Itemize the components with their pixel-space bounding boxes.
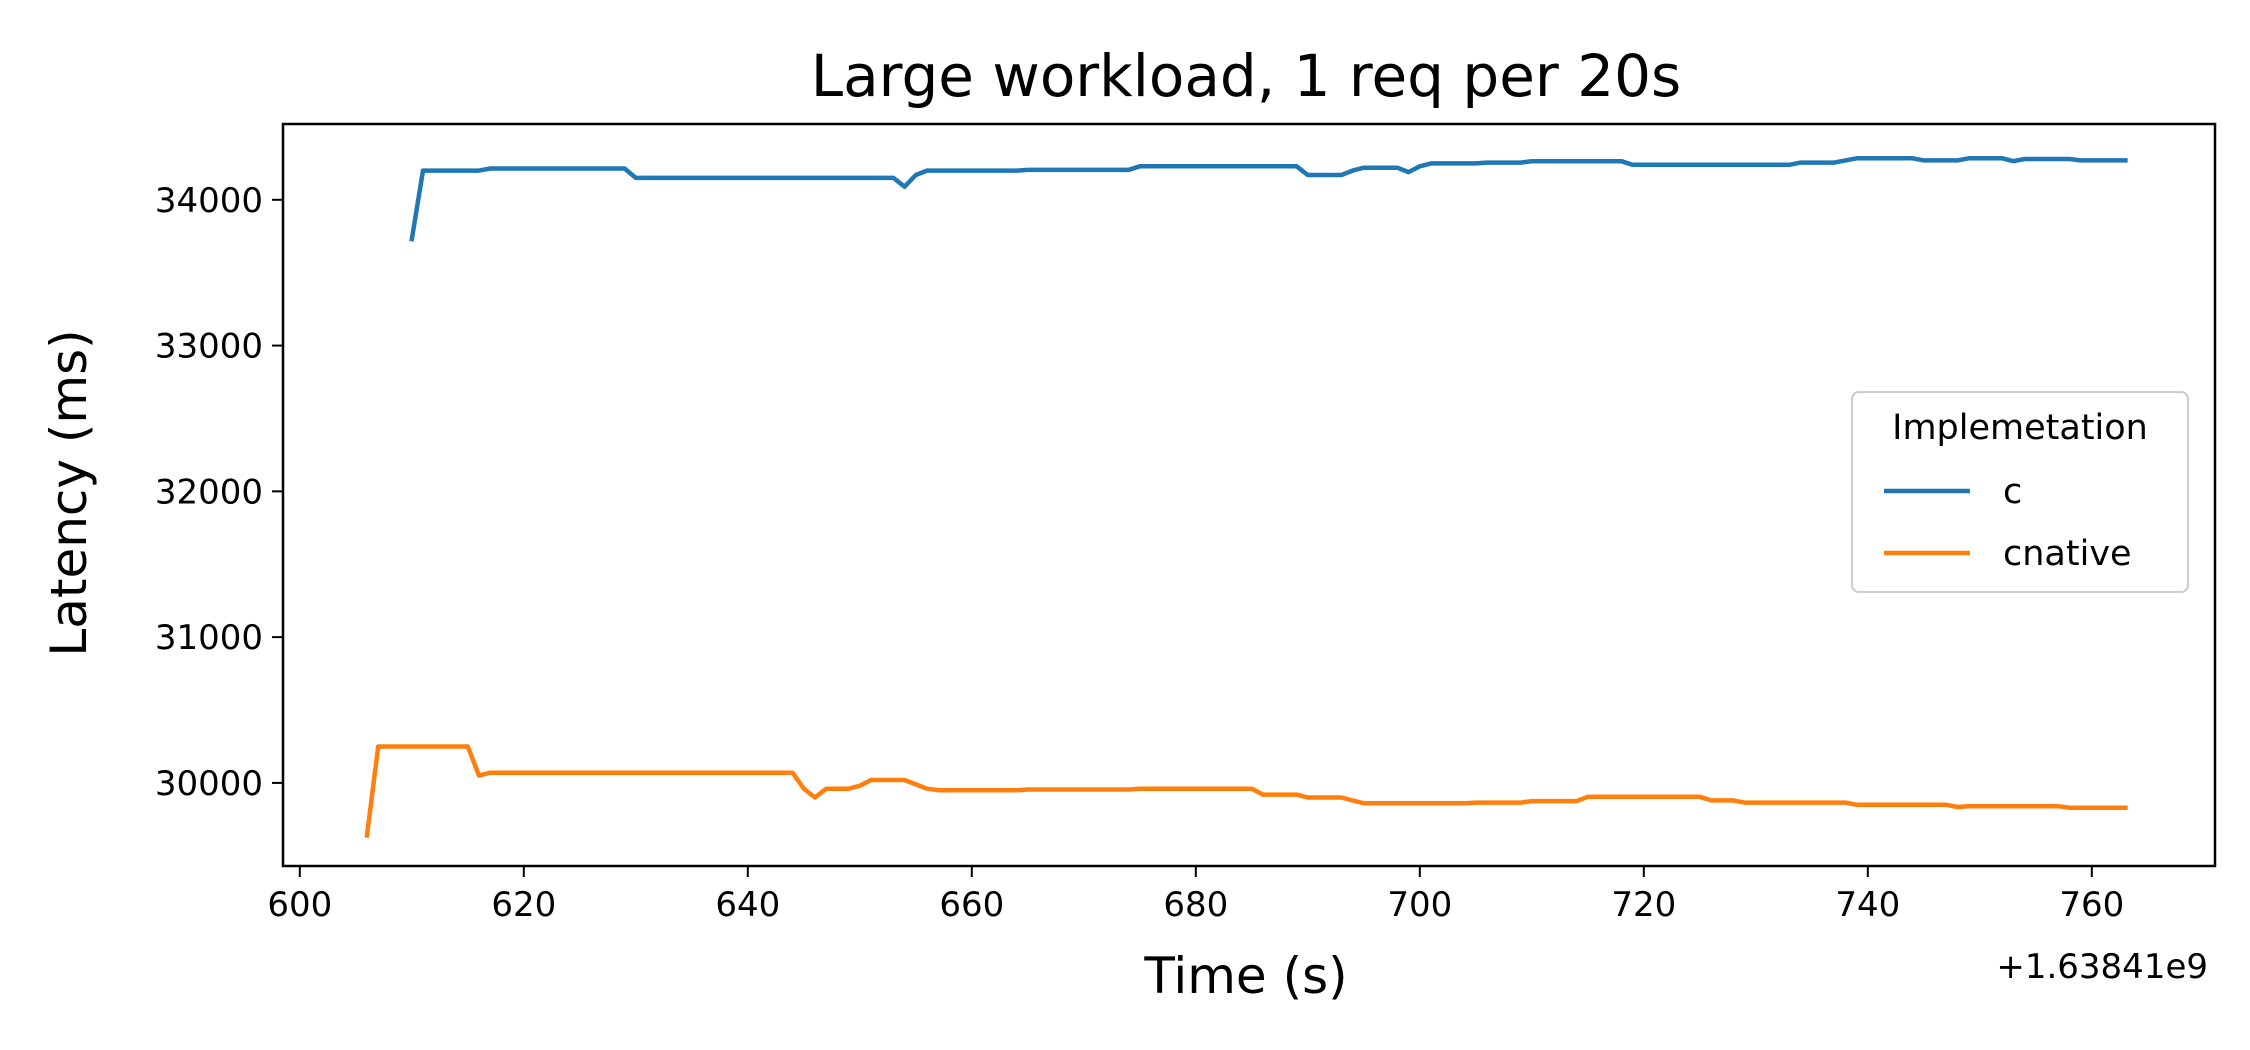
y-tick-label: 32000 bbox=[155, 472, 263, 512]
plot-frame bbox=[281, 122, 2217, 868]
x-tick-label: 740 bbox=[1835, 885, 1900, 925]
legend-label-c: c bbox=[2003, 472, 2022, 512]
x-axis-label: Time (s) bbox=[1143, 947, 1347, 1005]
legend-title: Implemetation bbox=[1892, 408, 2148, 448]
x-axis: 600 620 640 660 680 700 720 740 760 bbox=[267, 866, 2124, 925]
legend-box bbox=[1851, 391, 2189, 593]
y-axis-label: Latency (ms) bbox=[40, 329, 98, 656]
chart-title: Large workload, 1 req per 20s bbox=[811, 42, 1681, 110]
y-tick-label: 33000 bbox=[155, 327, 263, 367]
x-axis-offset-label: +1.63841e9 bbox=[1996, 947, 2208, 987]
x-tick-label: 660 bbox=[939, 885, 1004, 925]
y-axis: 30000 31000 32000 33000 34000 bbox=[155, 181, 283, 804]
plot-area bbox=[281, 122, 2217, 868]
x-tick-label: 680 bbox=[1163, 885, 1228, 925]
y-tick-label: 30000 bbox=[155, 764, 263, 804]
legend: Implemetation c cnative bbox=[1851, 391, 2189, 593]
x-tick-label: 760 bbox=[2059, 885, 2124, 925]
series-line-cnative bbox=[364, 744, 2128, 838]
x-tick-label: 600 bbox=[267, 885, 332, 925]
x-tick-label: 620 bbox=[491, 885, 556, 925]
y-tick-label: 34000 bbox=[155, 181, 263, 221]
series-layer bbox=[364, 156, 2128, 838]
x-tick-label: 640 bbox=[715, 885, 780, 925]
x-tick-label: 700 bbox=[1387, 885, 1452, 925]
y-tick-label: 31000 bbox=[155, 618, 263, 658]
legend-label-cnative: cnative bbox=[2003, 534, 2132, 574]
x-tick-label: 720 bbox=[1611, 885, 1676, 925]
series-line-c bbox=[409, 156, 2128, 242]
